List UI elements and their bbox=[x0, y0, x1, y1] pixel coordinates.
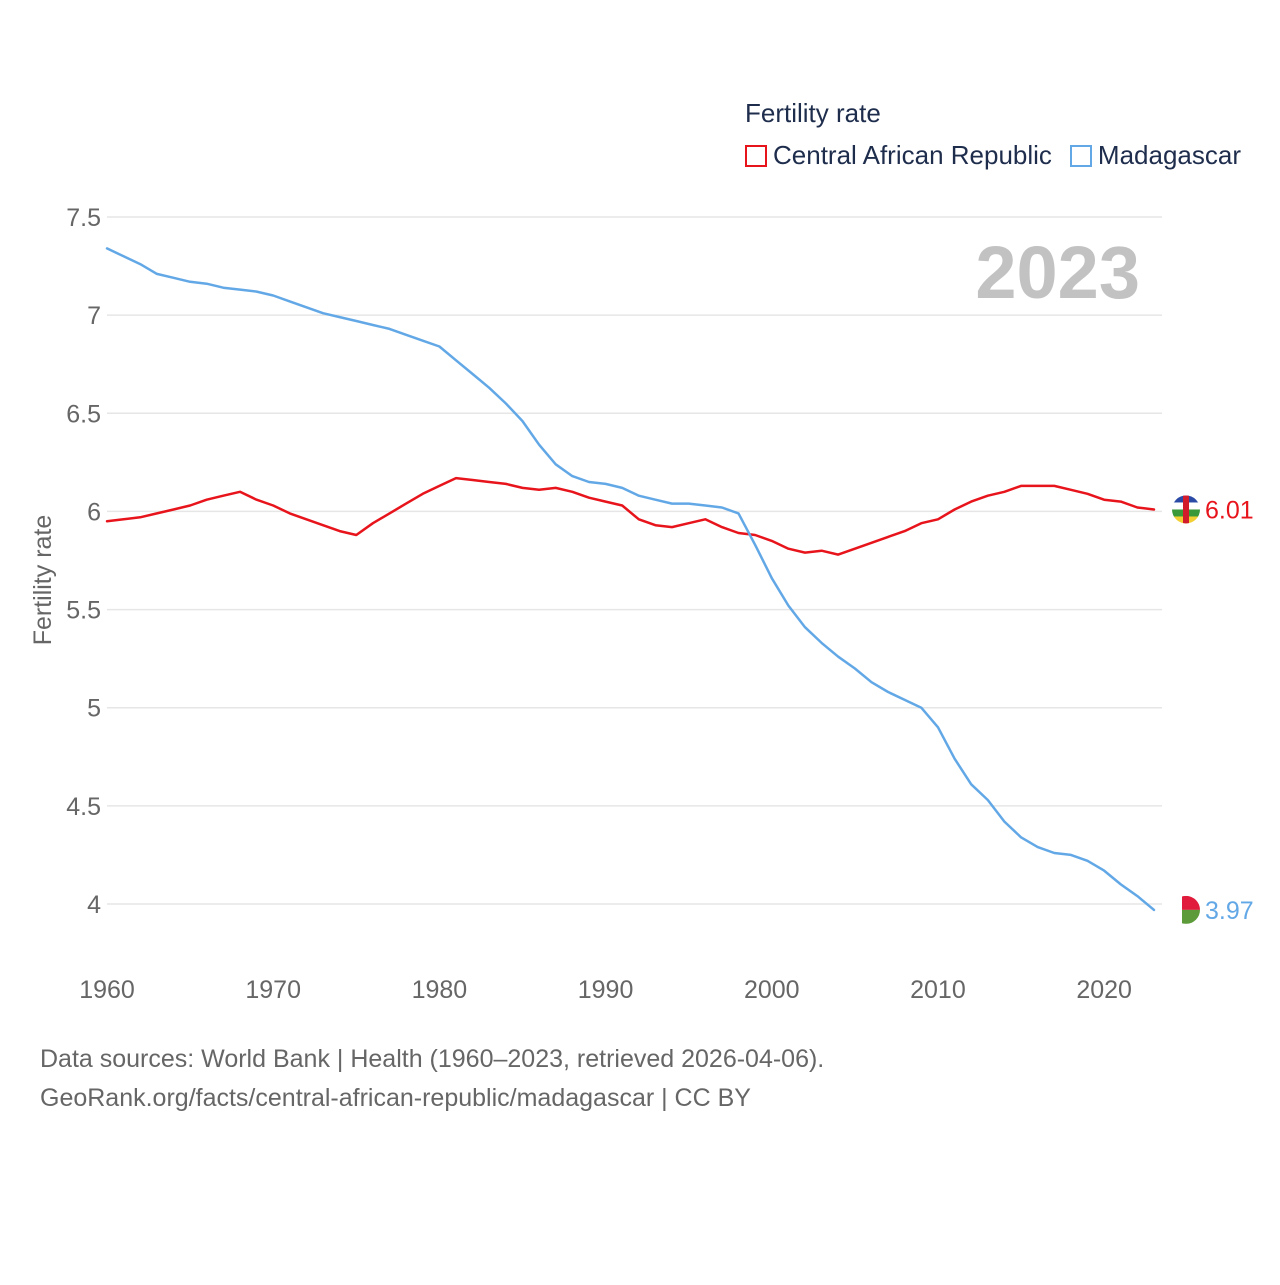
legend-item-madagascar[interactable]: Madagascar bbox=[1069, 140, 1241, 171]
y-tick-label: 7.5 bbox=[66, 204, 101, 232]
source-line-2[interactable]: GeoRank.org/facts/central-african-republ… bbox=[40, 1084, 751, 1112]
end-value-label: 3.97 bbox=[1205, 897, 1254, 925]
y-tick-label: 6.5 bbox=[66, 400, 101, 428]
x-tick-labels: 1960 1970 1980 1990 2000 2010 2020 bbox=[79, 976, 1132, 1004]
x-tick-label: 1970 bbox=[245, 976, 301, 1004]
legend-label-madagascar: Madagascar bbox=[1097, 140, 1241, 170]
y-tick-label: 6 bbox=[87, 498, 101, 526]
y-tick-label: 7 bbox=[87, 302, 101, 330]
legend: Central African Republic Madagascar bbox=[745, 140, 1259, 171]
grid bbox=[107, 216, 1162, 905]
x-tick-label: 1990 bbox=[578, 976, 634, 1004]
y-tick-label: 5 bbox=[87, 695, 101, 723]
madagascar-flag-icon bbox=[1172, 895, 1200, 924]
x-tick-label: 2020 bbox=[1076, 976, 1132, 1004]
series-line-central-african-republic[interactable] bbox=[105, 476, 1156, 556]
y-axis-label: Fertility rate bbox=[29, 515, 57, 646]
year-watermark: 2023 bbox=[975, 231, 1140, 314]
legend-label-central-african-republic: Central African Republic bbox=[773, 140, 1052, 170]
legend-swatch-central-african-republic bbox=[745, 144, 767, 167]
y-tick-label: 4.5 bbox=[66, 793, 101, 821]
end-value-label: 6.01 bbox=[1205, 496, 1254, 524]
y-tick-label: 5.5 bbox=[66, 597, 101, 625]
source-line-1: Data sources: World Bank | Health (1960–… bbox=[40, 1045, 825, 1073]
series bbox=[105, 247, 1156, 912]
series-line-madagascar[interactable] bbox=[105, 247, 1156, 912]
y-tick-label: 4 bbox=[87, 891, 101, 919]
x-tick-label: 2000 bbox=[744, 976, 800, 1004]
legend-title: Fertility rate bbox=[745, 98, 881, 128]
y-tick-labels: 4 4.5 5 5.5 6 6.5 7 7.5 bbox=[66, 204, 101, 919]
x-tick-label: 2010 bbox=[910, 976, 966, 1004]
x-tick-label: 1960 bbox=[79, 976, 135, 1004]
end-markers: 6.01 3.97 bbox=[1172, 495, 1254, 925]
legend-item-central-african-republic[interactable]: Central African Republic bbox=[745, 140, 1052, 171]
x-tick-label: 1980 bbox=[412, 976, 468, 1004]
legend-swatch-madagascar bbox=[1069, 144, 1092, 167]
central-african-republic-flag-icon bbox=[1172, 495, 1200, 524]
